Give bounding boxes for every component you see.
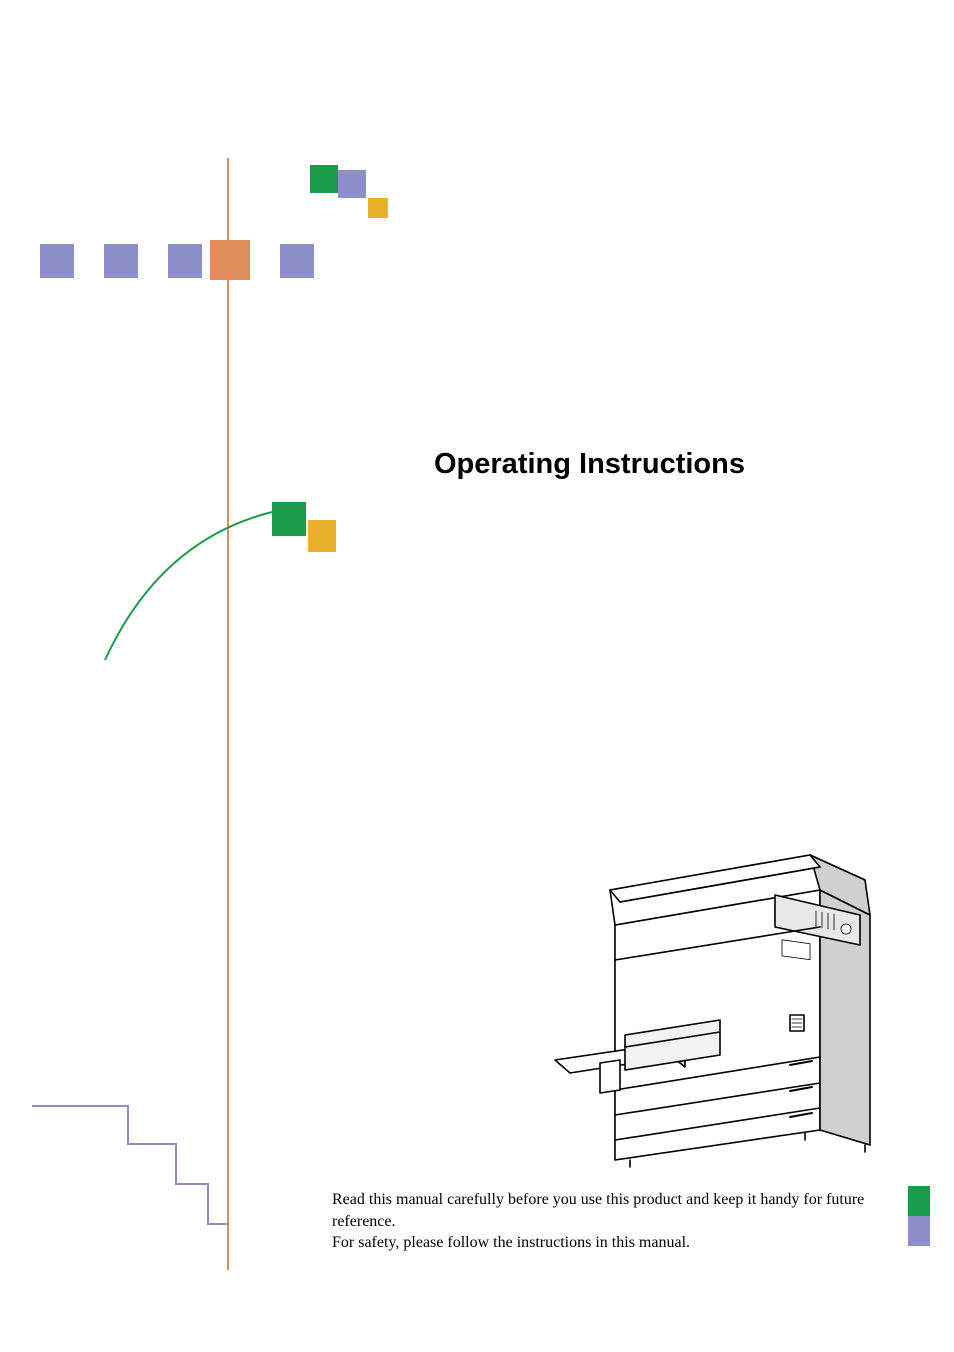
right-tab-green [908,1186,930,1216]
mid-cluster-amber [308,520,336,552]
steps-line [32,1106,228,1224]
square-coral [210,240,250,280]
square-periwinkle-4 [280,244,314,278]
top-cluster-amber [368,198,388,218]
mid-cluster-green [272,502,306,536]
page-title: Operating Instructions [434,448,745,481]
top-cluster-green [310,165,338,193]
intro-line-2: For safety, please follow the instructio… [332,1234,690,1251]
intro-line-1: Read this manual carefully before you us… [332,1191,864,1230]
top-cluster-periwinkle [338,170,366,198]
copier-illustration [520,795,890,1175]
intro-paragraph: Read this manual carefully before you us… [332,1189,892,1254]
square-periwinkle-3 [168,244,202,278]
square-periwinkle-2 [104,244,138,278]
right-tab-periwinkle [908,1216,930,1246]
square-periwinkle-1 [40,244,74,278]
green-curve [105,512,272,660]
